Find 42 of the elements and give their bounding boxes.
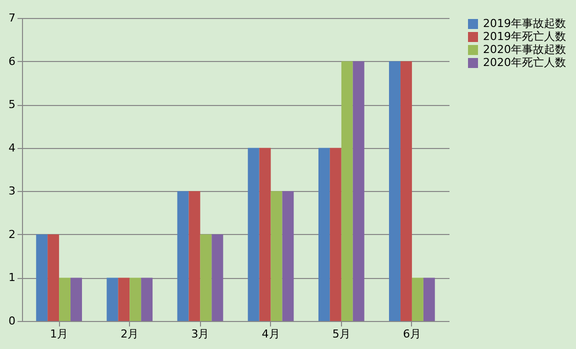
bar	[259, 148, 271, 321]
x-tick-label: 5月	[332, 328, 350, 340]
bar	[341, 61, 353, 321]
y-tick-label: 1	[8, 271, 16, 284]
bar	[177, 191, 189, 321]
legend-label: 2020年死亡人数	[483, 56, 566, 69]
bar	[188, 191, 200, 321]
bar	[141, 278, 153, 321]
bar	[106, 278, 118, 321]
bar	[36, 234, 48, 321]
bar	[130, 278, 142, 321]
bar	[389, 61, 400, 321]
x-tick-label: 3月	[191, 328, 210, 340]
legend-label: 2019年事故起数	[483, 17, 566, 30]
y-tick-label: 0	[8, 314, 16, 328]
y-tick-label: 5	[8, 98, 16, 112]
bar	[70, 278, 82, 321]
bar	[59, 278, 71, 321]
bar	[318, 148, 330, 321]
bar	[330, 148, 342, 321]
bar	[200, 234, 212, 321]
x-tick-label: 6月	[402, 328, 421, 340]
y-tick-label: 3	[8, 184, 16, 198]
bar	[118, 278, 130, 321]
y-tick-label: 6	[8, 54, 16, 68]
y-tick-label: 2	[8, 228, 16, 241]
x-tick-label: 1月	[50, 328, 68, 340]
bar	[248, 148, 260, 321]
legend-label: 2020年事故起数	[483, 43, 566, 56]
bar	[412, 278, 424, 321]
bar	[48, 234, 60, 321]
bar	[352, 61, 364, 321]
y-tick-label: 4	[8, 141, 16, 154]
bar	[270, 191, 282, 321]
bar	[282, 191, 294, 321]
legend-label: 2019年死亡人数	[483, 30, 566, 43]
bar	[212, 234, 224, 321]
bar	[423, 278, 435, 321]
bar	[400, 61, 412, 321]
y-tick-label: 7	[8, 12, 16, 24]
x-tick-label: 2月	[120, 328, 139, 340]
x-tick-label: 4月	[262, 328, 280, 340]
